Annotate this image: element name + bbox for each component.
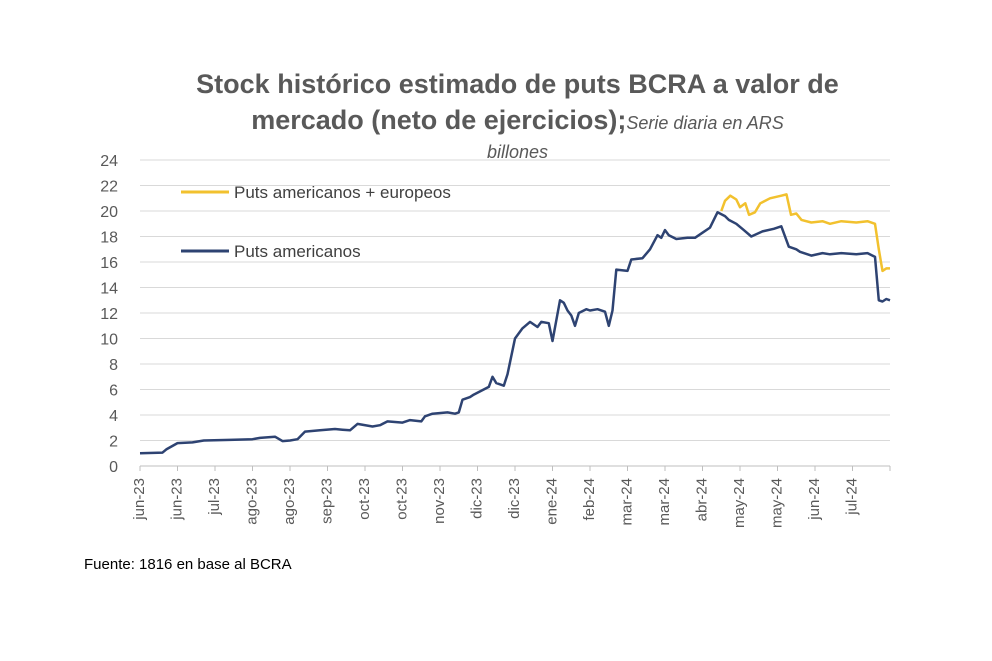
- x-tick-label: oct-23: [356, 478, 373, 520]
- y-tick-label: 12: [100, 306, 118, 323]
- y-tick-label: 20: [100, 204, 118, 221]
- x-tick-label: jun-23: [131, 478, 148, 521]
- series-line-americanos-europeos: [720, 193, 890, 273]
- y-tick-label: 8: [109, 357, 118, 374]
- y-tick-label: 18: [100, 230, 118, 247]
- y-tick-label: 16: [100, 255, 118, 272]
- x-tick-label: dic-23: [506, 478, 523, 519]
- x-tick-label: ago-23: [244, 478, 261, 525]
- title-line-1: Stock histórico estimado de puts BCRA a …: [196, 69, 839, 99]
- subtitle-part-1: Serie diaria en ARS: [626, 113, 784, 133]
- series-line-americanos: [139, 211, 891, 455]
- x-tick-label: may-24: [769, 478, 786, 528]
- x-tick-label: abr-24: [694, 478, 711, 521]
- legend-label: Puts americanos + europeos: [234, 183, 451, 202]
- title-line-2: mercado (neto de ejercicios);Serie diari…: [0, 102, 992, 141]
- x-tick-label: dic-23: [469, 478, 486, 519]
- x-tick-label: nov-23: [431, 478, 448, 524]
- chart-title: Stock histórico estimado de puts BCRA a …: [0, 66, 992, 163]
- y-tick-label: 14: [100, 281, 118, 298]
- subtitle-part-2: billones: [486, 142, 549, 162]
- source-note: Fuente: 1816 en base al BCRA: [84, 556, 292, 573]
- x-tick-label: ago-23: [281, 478, 298, 525]
- y-tick-label: 4: [109, 408, 118, 425]
- legend-label: Puts americanos: [234, 242, 361, 261]
- y-tick-label: 6: [109, 383, 118, 400]
- x-tick-label: mar-24: [619, 478, 636, 526]
- x-tick-label: may-24: [731, 478, 748, 528]
- y-tick-label: 22: [100, 179, 118, 196]
- x-tick-label: oct-23: [394, 478, 411, 520]
- x-tick-label: mar-24: [656, 478, 673, 526]
- title-line-2-text: mercado (neto de ejercicios);: [251, 105, 627, 135]
- x-tick-label: sep-23: [319, 478, 336, 524]
- x-tick-label: jul-23: [206, 478, 223, 516]
- x-tick-label: ene-24: [544, 478, 561, 525]
- y-tick-label: 2: [109, 434, 118, 451]
- x-tick-label: feb-24: [581, 478, 598, 521]
- y-tick-label: 24: [100, 153, 118, 170]
- y-tick-label: 10: [100, 332, 118, 349]
- x-tick-label: jun-23: [169, 478, 186, 521]
- y-tick-label: 0: [109, 459, 118, 476]
- x-tick-label: jun-24: [806, 478, 823, 521]
- x-tick-label: jul-24: [844, 478, 861, 516]
